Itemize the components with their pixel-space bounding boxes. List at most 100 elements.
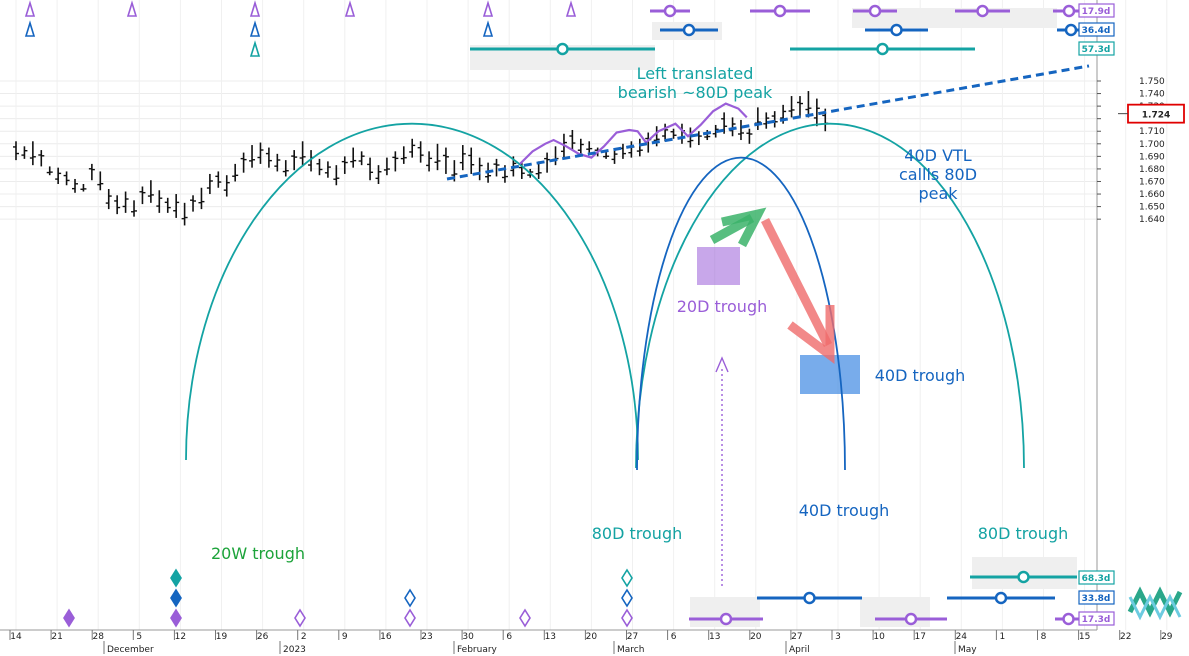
month-label: April	[789, 645, 810, 655]
x-tick-label: 3	[835, 632, 841, 642]
x-tick-label: 23	[421, 632, 432, 642]
x-tick-label: 10	[873, 632, 885, 642]
red-arrow-shaft	[760, 217, 833, 348]
x-tick-label: 12	[175, 632, 186, 642]
x-tick-label: 24	[956, 632, 968, 642]
period-marker-20d-top-node	[773, 4, 787, 18]
x-tick-label: 28	[92, 632, 104, 642]
annotation-t80d-right: 80D trough	[978, 524, 1069, 543]
current-price-label: 1.724	[1142, 111, 1170, 121]
cycle-diamond-icon	[170, 568, 182, 588]
y-tick-label: 1.650	[1139, 203, 1165, 213]
x-tick-label: 20	[586, 632, 598, 642]
annotation-t40d-box: 40D trough	[875, 366, 966, 385]
cycle-triangle-icon	[24, 0, 36, 17]
period-box-label: 33.8d	[1082, 594, 1111, 604]
cycle-diamond-icon	[170, 608, 182, 628]
x-tick-label: 19	[216, 632, 228, 642]
cycle-diamond-icon	[170, 588, 182, 608]
cycle-triangle-icon	[565, 0, 577, 17]
annotation-line: 40D trough	[875, 366, 966, 385]
annotation-line: 20W trough	[211, 544, 305, 563]
x-tick-label: 21	[51, 632, 62, 642]
month-label: December	[107, 645, 154, 655]
period-marker-80d-top-node	[876, 42, 889, 56]
x-tick-label: 29	[1161, 632, 1173, 642]
annotation-t40d-bottom: 40D trough	[799, 501, 890, 520]
month-label: March	[617, 645, 644, 655]
y-tick-label: 1.740	[1139, 90, 1165, 100]
green-arrow-head	[721, 207, 767, 248]
x-tick-label: 17	[914, 632, 925, 642]
period-box	[1078, 41, 1115, 56]
month-label: 2023	[283, 645, 306, 655]
ohlc-bars	[13, 91, 829, 226]
annotation-left-translated: Left translated bearish ~80D peak	[618, 64, 773, 102]
price-model-line	[519, 102, 748, 165]
period-box-label: 68.3d	[1082, 574, 1111, 584]
cycle-overlays	[24, 0, 1090, 628]
vtl-trendline	[446, 64, 1090, 181]
period-marker-20d-bottom-node	[904, 612, 918, 626]
annotations: Left translated bearish ~80D peak 40D VTL c…	[211, 64, 1068, 563]
cycle-triangle-icon	[482, 0, 494, 17]
y-tick-label: 1.690	[1139, 152, 1165, 162]
period-box	[1078, 590, 1115, 605]
y-tick-label: 1.680	[1139, 165, 1165, 175]
cycle-diamond-icon	[63, 608, 75, 628]
period-marker-80d-top-node	[556, 42, 569, 56]
x-tick-label: 1	[1000, 632, 1006, 642]
x-tick-label: 27	[627, 632, 638, 642]
dotted-projection-head	[715, 356, 729, 373]
x-tick-label: 5	[136, 632, 142, 642]
cycle-diamond-icon	[621, 588, 633, 608]
cycle-triangle-icon	[249, 0, 261, 17]
cycle-diamond-icon	[294, 608, 306, 628]
x-tick-label: 16	[380, 632, 392, 642]
brand-logo-icon	[1128, 593, 1182, 621]
period-box-label: 36.4d	[1082, 26, 1111, 36]
cycle-triangle-icon	[249, 20, 261, 37]
y-tick-label: 1.710	[1139, 127, 1165, 137]
x-tick-label: 22	[1120, 632, 1131, 642]
cycle-arc-20w	[185, 122, 639, 461]
period-box-label: 17.3d	[1082, 615, 1111, 625]
cycle-triangle-icon	[24, 20, 36, 37]
x-tick-label: 30	[462, 632, 474, 642]
cycle-diamond-icon	[519, 608, 531, 628]
annotation-t20w: 20W trough	[211, 544, 305, 563]
x-tick-label: 9	[342, 632, 348, 642]
cycle-triangle-icon	[482, 20, 494, 37]
x-tick-label: 20	[750, 632, 762, 642]
annotation-line: bearish ~80D peak	[618, 83, 773, 102]
annotation-vtl-note: 40D VTL callls 80D peak	[899, 146, 977, 203]
period-marker-20d-top-node	[976, 4, 989, 18]
annotation-line: 80D trough	[592, 524, 683, 543]
annotation-t80d-left: 80D trough	[592, 524, 683, 543]
cycle-diamond-icon	[404, 608, 416, 628]
red-arrow-head	[787, 305, 835, 364]
period-marker-20d-top-node	[1062, 4, 1076, 18]
x-tick-label: 27	[791, 632, 802, 642]
green-arrow-shaft	[709, 214, 755, 244]
period-marker-40d-top-node	[890, 23, 903, 37]
cycle-diamond-icon	[621, 608, 633, 628]
month-label: May	[958, 645, 977, 655]
period-marker-40d-bottom-node	[803, 591, 816, 605]
period-marker-20d-bottom-node	[1062, 612, 1075, 626]
annotation-line: 40D VTL	[904, 146, 971, 165]
cycle-diamond-icon	[404, 588, 416, 608]
x-tick-label: 15	[1079, 632, 1090, 642]
cycle-triangle-icon	[344, 0, 356, 17]
period-marker-80d-bottom-node	[1017, 570, 1030, 584]
x-tick-label: 13	[709, 632, 720, 642]
cycle-triangle-icon	[249, 40, 261, 57]
x-tick-label: 26	[257, 632, 269, 642]
period-box	[1078, 22, 1115, 37]
annotation-line: 40D trough	[799, 501, 890, 520]
x-tick-label: 13	[545, 632, 556, 642]
cycle-triangle-icon	[126, 0, 138, 17]
period-marker-40d-top-node	[682, 23, 696, 37]
